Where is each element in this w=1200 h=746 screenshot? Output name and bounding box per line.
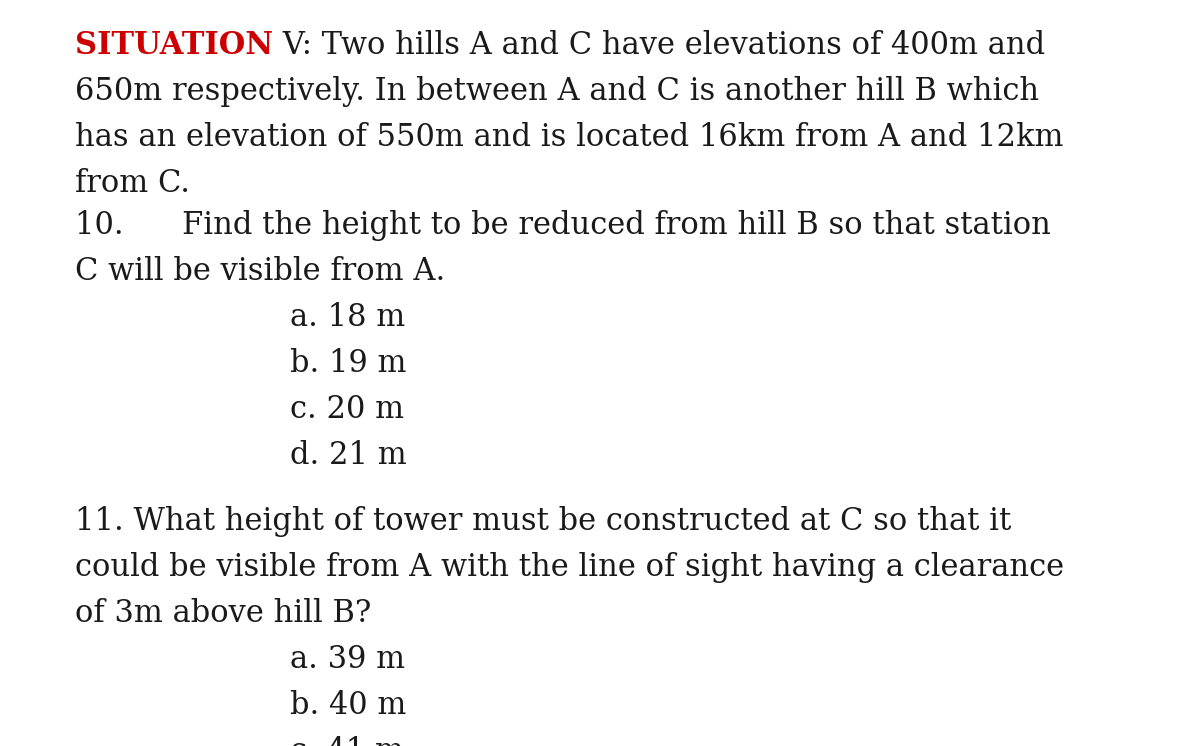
Text: c. 20 m: c. 20 m [290,394,404,425]
Text: b. 40 m: b. 40 m [290,690,407,721]
Text: has an elevation of 550m and is located 16km from A and 12km: has an elevation of 550m and is located … [74,122,1063,153]
Text: 650m respectively. In between A and C is another hill B which: 650m respectively. In between A and C is… [74,76,1039,107]
Text: a. 39 m: a. 39 m [290,644,406,675]
Text: 11. What height of tower must be constructed at C so that it: 11. What height of tower must be constru… [74,506,1012,537]
Text: a. 18 m: a. 18 m [290,302,406,333]
Text: of 3m above hill B?: of 3m above hill B? [74,598,371,629]
Text: SITUATION: SITUATION [74,30,274,61]
Text: C will be visible from A.: C will be visible from A. [74,256,445,287]
Text: 10.      Find the height to be reduced from hill B so that station: 10. Find the height to be reduced from h… [74,210,1051,241]
Text: c. 41 m: c. 41 m [290,736,404,746]
Text: from C.: from C. [74,168,190,199]
Text: V: Two hills A and C have elevations of 400m and: V: Two hills A and C have elevations of … [274,30,1045,61]
Text: d. 21 m: d. 21 m [290,440,407,471]
Text: b. 19 m: b. 19 m [290,348,407,379]
Text: could be visible from A with the line of sight having a clearance: could be visible from A with the line of… [74,552,1064,583]
